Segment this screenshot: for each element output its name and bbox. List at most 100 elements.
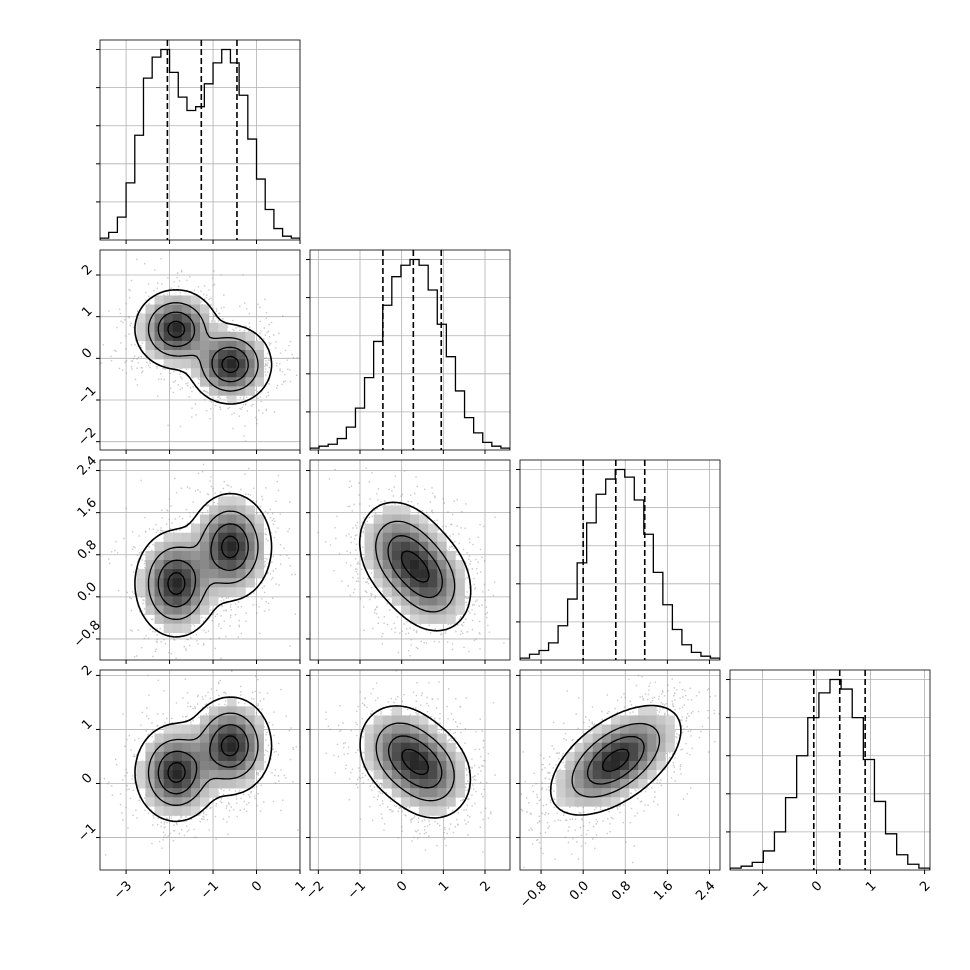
- density-cell: [400, 505, 411, 515]
- density-cell: [227, 550, 237, 561]
- density-cell: [400, 742, 411, 753]
- density-cell: [373, 560, 384, 570]
- density-cell: [391, 560, 402, 570]
- density-cell: [236, 386, 246, 396]
- density-cell: [145, 760, 155, 771]
- density-cell: [620, 715, 630, 725]
- density-cell: [209, 322, 219, 333]
- density-cell: [181, 569, 192, 579]
- density-cell: [245, 760, 255, 771]
- density-cell: [382, 751, 393, 762]
- density-cell: [154, 569, 164, 579]
- density-cell: [647, 742, 657, 753]
- density-cell: [364, 541, 374, 552]
- density-cell: [218, 560, 228, 570]
- density-cell: [200, 770, 210, 780]
- density-cell: [400, 751, 411, 762]
- density-cell: [254, 514, 264, 524]
- contour-level-1: [147, 712, 259, 806]
- density-cell: [428, 578, 438, 588]
- density-cell: [400, 715, 411, 725]
- contour-level-1: [375, 520, 456, 613]
- density-cell: [665, 742, 675, 753]
- density-cell: [181, 331, 192, 342]
- density-cell: [172, 605, 183, 615]
- density-cell: [227, 496, 237, 506]
- density-cell: [254, 350, 264, 360]
- density-cell: [181, 605, 192, 615]
- density-cell: [373, 751, 384, 762]
- density-cell: [172, 350, 183, 360]
- density-cell: [391, 715, 402, 725]
- density-cell: [218, 322, 228, 333]
- density-cell: [218, 359, 228, 369]
- density-cell: [410, 569, 420, 579]
- density-cell: [200, 715, 210, 725]
- density-cell: [172, 623, 183, 634]
- density-cell: [410, 614, 420, 624]
- hist-panel-3: [726, 669, 931, 874]
- density-cell: [163, 797, 174, 807]
- density-cell: [236, 578, 246, 588]
- density-cell: [428, 523, 438, 534]
- density-cell: [446, 770, 456, 780]
- density-cell: [236, 496, 246, 506]
- contour-level-3: [400, 550, 430, 583]
- density-cell: [254, 377, 264, 387]
- density-cell: [163, 550, 174, 561]
- density-cell: [190, 569, 201, 579]
- density-cell: [254, 715, 264, 725]
- density-cell: [583, 779, 594, 789]
- density-cell: [200, 733, 210, 744]
- density-cell: [209, 724, 219, 734]
- density-cell: [245, 350, 255, 360]
- density-cell: [145, 550, 155, 561]
- density-cell: [583, 788, 594, 798]
- density-cell: [245, 770, 255, 780]
- density-cell: [382, 523, 393, 534]
- density-cell: [227, 368, 237, 378]
- density-cell: [227, 742, 237, 753]
- y-tick-label: −1: [75, 383, 99, 407]
- density-cell: [400, 779, 411, 789]
- density-cell: [410, 532, 420, 543]
- density-cell: [410, 724, 420, 734]
- density-cell: [610, 788, 621, 798]
- density-cell: [172, 596, 183, 606]
- density-cell: [236, 350, 246, 360]
- density-cell: [163, 742, 174, 753]
- density-cell: [190, 313, 201, 324]
- density-cell: [163, 733, 174, 744]
- density-cell: [382, 715, 393, 725]
- density-cell: [629, 733, 639, 744]
- density-cell: [391, 541, 402, 552]
- density-cell: [638, 706, 648, 716]
- density-cell: [154, 560, 164, 570]
- density-cell: [391, 742, 402, 753]
- density-cell: [601, 797, 612, 807]
- density-cell: [592, 760, 603, 771]
- density-cell: [209, 514, 219, 524]
- density-cell: [556, 779, 566, 789]
- density-cell: [610, 760, 621, 771]
- density-cell: [136, 760, 146, 771]
- density-cell: [419, 614, 429, 624]
- contour-level-0: [359, 705, 472, 819]
- density-cell: [583, 751, 594, 762]
- density-cell: [172, 550, 183, 561]
- density-cell: [236, 359, 246, 369]
- density-cell: [172, 587, 183, 597]
- density-cell: [154, 578, 164, 588]
- density-cell: [601, 760, 612, 771]
- hist-step-2: [520, 468, 720, 660]
- density-cell: [400, 578, 411, 588]
- density-cell: [245, 377, 255, 387]
- density-cell: [364, 523, 374, 534]
- density-cell: [218, 724, 228, 734]
- density-cell: [391, 788, 402, 798]
- density-cell: [190, 523, 201, 534]
- density-cell: [373, 715, 384, 725]
- density-cell: [437, 614, 447, 624]
- density-cell: [236, 779, 246, 789]
- scatter-points: [520, 674, 720, 868]
